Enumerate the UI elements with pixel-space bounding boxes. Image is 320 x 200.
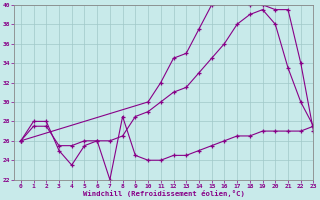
X-axis label: Windchill (Refroidissement éolien,°C): Windchill (Refroidissement éolien,°C)	[83, 190, 245, 197]
